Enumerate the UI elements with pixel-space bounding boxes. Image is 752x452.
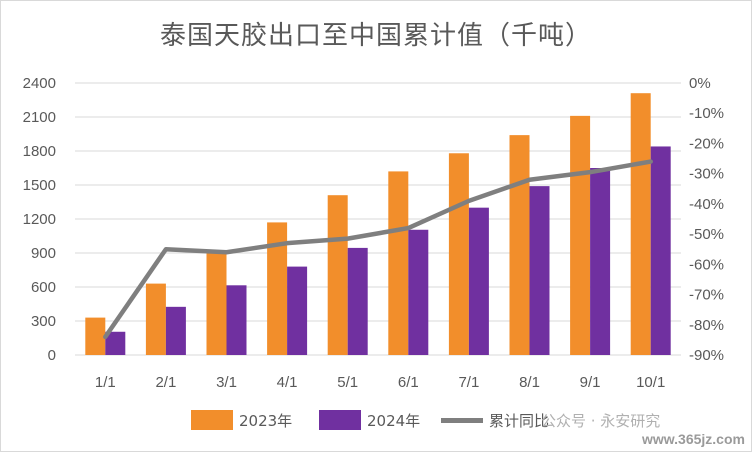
y-left-tick-label: 1800 — [23, 143, 56, 160]
bar-2024 — [529, 186, 550, 355]
y-left-tick-label: 300 — [31, 313, 56, 330]
bar-2023 — [327, 195, 348, 355]
y-left-tick-label: 2100 — [23, 109, 56, 126]
chart-title: 泰国天胶出口至中国累计值（千吨） — [159, 21, 592, 51]
x-tick-label: 7/1 — [458, 374, 479, 391]
legend-line-yoy — [441, 417, 483, 423]
bar-2023 — [206, 251, 227, 355]
line-yoy — [103, 159, 653, 340]
watermark-wechat: 公众号 · 永安研究 — [541, 412, 661, 430]
legend: 2023年 2024年 累计同比 — [1, 407, 751, 433]
legend-label-2024: 2024年 — [367, 411, 421, 430]
y-right-tick-label: -70% — [689, 287, 724, 304]
y-left-tick-label: 0 — [48, 347, 56, 364]
x-tick-label: 10/1 — [636, 374, 665, 391]
y-right-tick-label: -20% — [689, 135, 724, 152]
y-right-tick-label: -40% — [689, 196, 724, 213]
bar-2024 — [226, 285, 247, 355]
y-right-tick-label: 0% — [689, 75, 711, 92]
y-right-tick-label: -90% — [689, 347, 724, 364]
bar-2024 — [165, 306, 186, 355]
y-right-tick-label: -80% — [689, 317, 724, 334]
bar-2024 — [408, 229, 429, 355]
y-right-tick-label: -30% — [689, 166, 724, 183]
bar-2024 — [650, 146, 671, 355]
y-right-tick-label: -10% — [689, 105, 724, 122]
bar-2023 — [448, 153, 469, 355]
x-tick-label: 9/1 — [580, 374, 601, 391]
y-right-tick-label: -60% — [689, 256, 724, 273]
legend-label-yoy: 累计同比 — [489, 411, 550, 430]
y-left-tick-label: 2400 — [23, 75, 56, 92]
legend-swatch-2024 — [319, 410, 361, 430]
y-left-tick-label: 1500 — [23, 177, 56, 194]
bar-2023 — [630, 93, 651, 355]
bar-2023 — [145, 283, 166, 355]
legend-item-yoy: 累计同比 — [441, 407, 549, 433]
legend-label-2023: 2023年 — [239, 411, 293, 430]
y-left-tick-label: 900 — [31, 245, 56, 262]
x-tick-label: 2/1 — [155, 374, 176, 391]
x-tick-label: 3/1 — [216, 374, 237, 391]
x-tick-label: 8/1 — [519, 374, 540, 391]
x-tick-label: 5/1 — [337, 374, 358, 391]
bar-2024 — [287, 266, 308, 355]
y-left-tick-label: 600 — [31, 279, 56, 296]
bar-2023 — [570, 115, 591, 355]
legend-item-2024: 2024年 — [319, 407, 420, 433]
bar-2024 — [347, 247, 368, 355]
bar-2024 — [590, 168, 611, 355]
y-left-tick-label: 1200 — [23, 211, 56, 228]
legend-swatch-2023 — [191, 410, 233, 430]
x-tick-label: 6/1 — [398, 374, 419, 391]
bar-2024 — [468, 207, 489, 355]
bar-2023 — [509, 135, 530, 355]
watermark-site: www.365jz.com — [642, 431, 745, 447]
x-tick-label: 1/1 — [95, 374, 116, 391]
y-right-tick-label: -50% — [689, 226, 724, 243]
bar-2024 — [105, 331, 126, 355]
legend-item-2023: 2023年 — [191, 407, 292, 433]
bar-2023 — [388, 171, 409, 355]
bar-2023 — [85, 317, 106, 355]
x-tick-label: 4/1 — [277, 374, 298, 391]
bar-2023 — [267, 222, 288, 355]
